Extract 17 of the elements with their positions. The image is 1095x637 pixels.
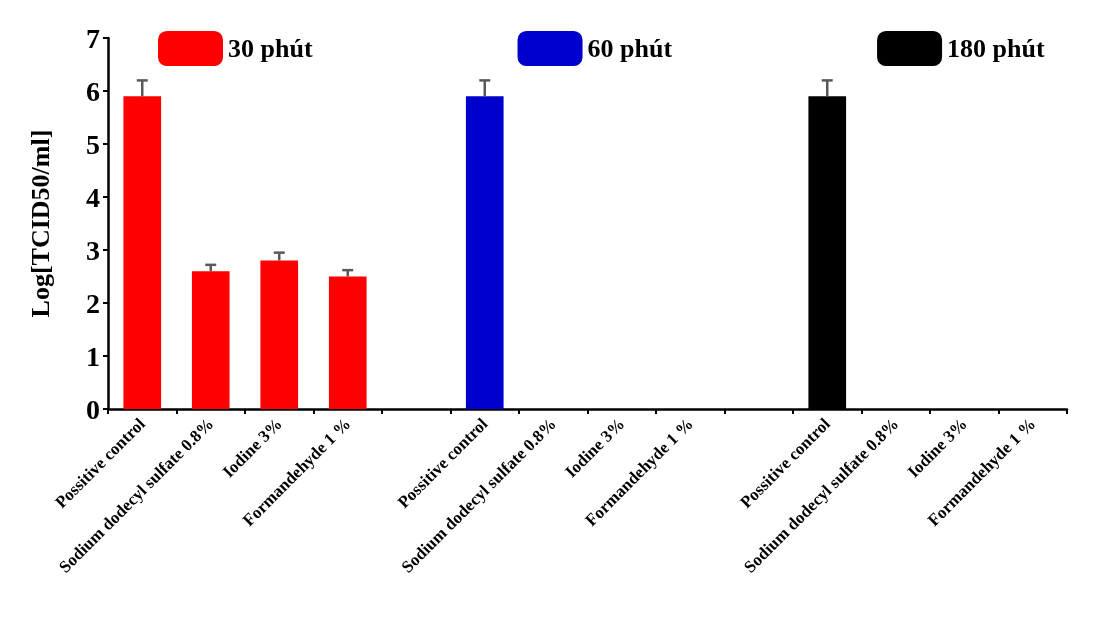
y-tick-label: 2 <box>86 287 100 319</box>
y-tick-label: 6 <box>86 75 100 107</box>
y-axis-title: Log[TCID50/ml] <box>25 129 55 318</box>
y-tick-label: 5 <box>86 128 100 160</box>
legend-label: 180 phút <box>947 34 1045 63</box>
bar <box>328 276 367 409</box>
y-tick-label: 4 <box>86 181 100 213</box>
bar <box>123 96 162 409</box>
y-tick-label: 0 <box>86 393 100 425</box>
bar <box>465 96 504 409</box>
y-tick-label: 3 <box>86 234 100 266</box>
y-tick-label: 7 <box>86 22 100 54</box>
legend-label: 30 phút <box>228 34 313 63</box>
bar <box>260 260 299 409</box>
y-tick-label: 1 <box>86 340 100 372</box>
legend-label: 60 phút <box>587 34 673 63</box>
bar <box>191 271 230 409</box>
